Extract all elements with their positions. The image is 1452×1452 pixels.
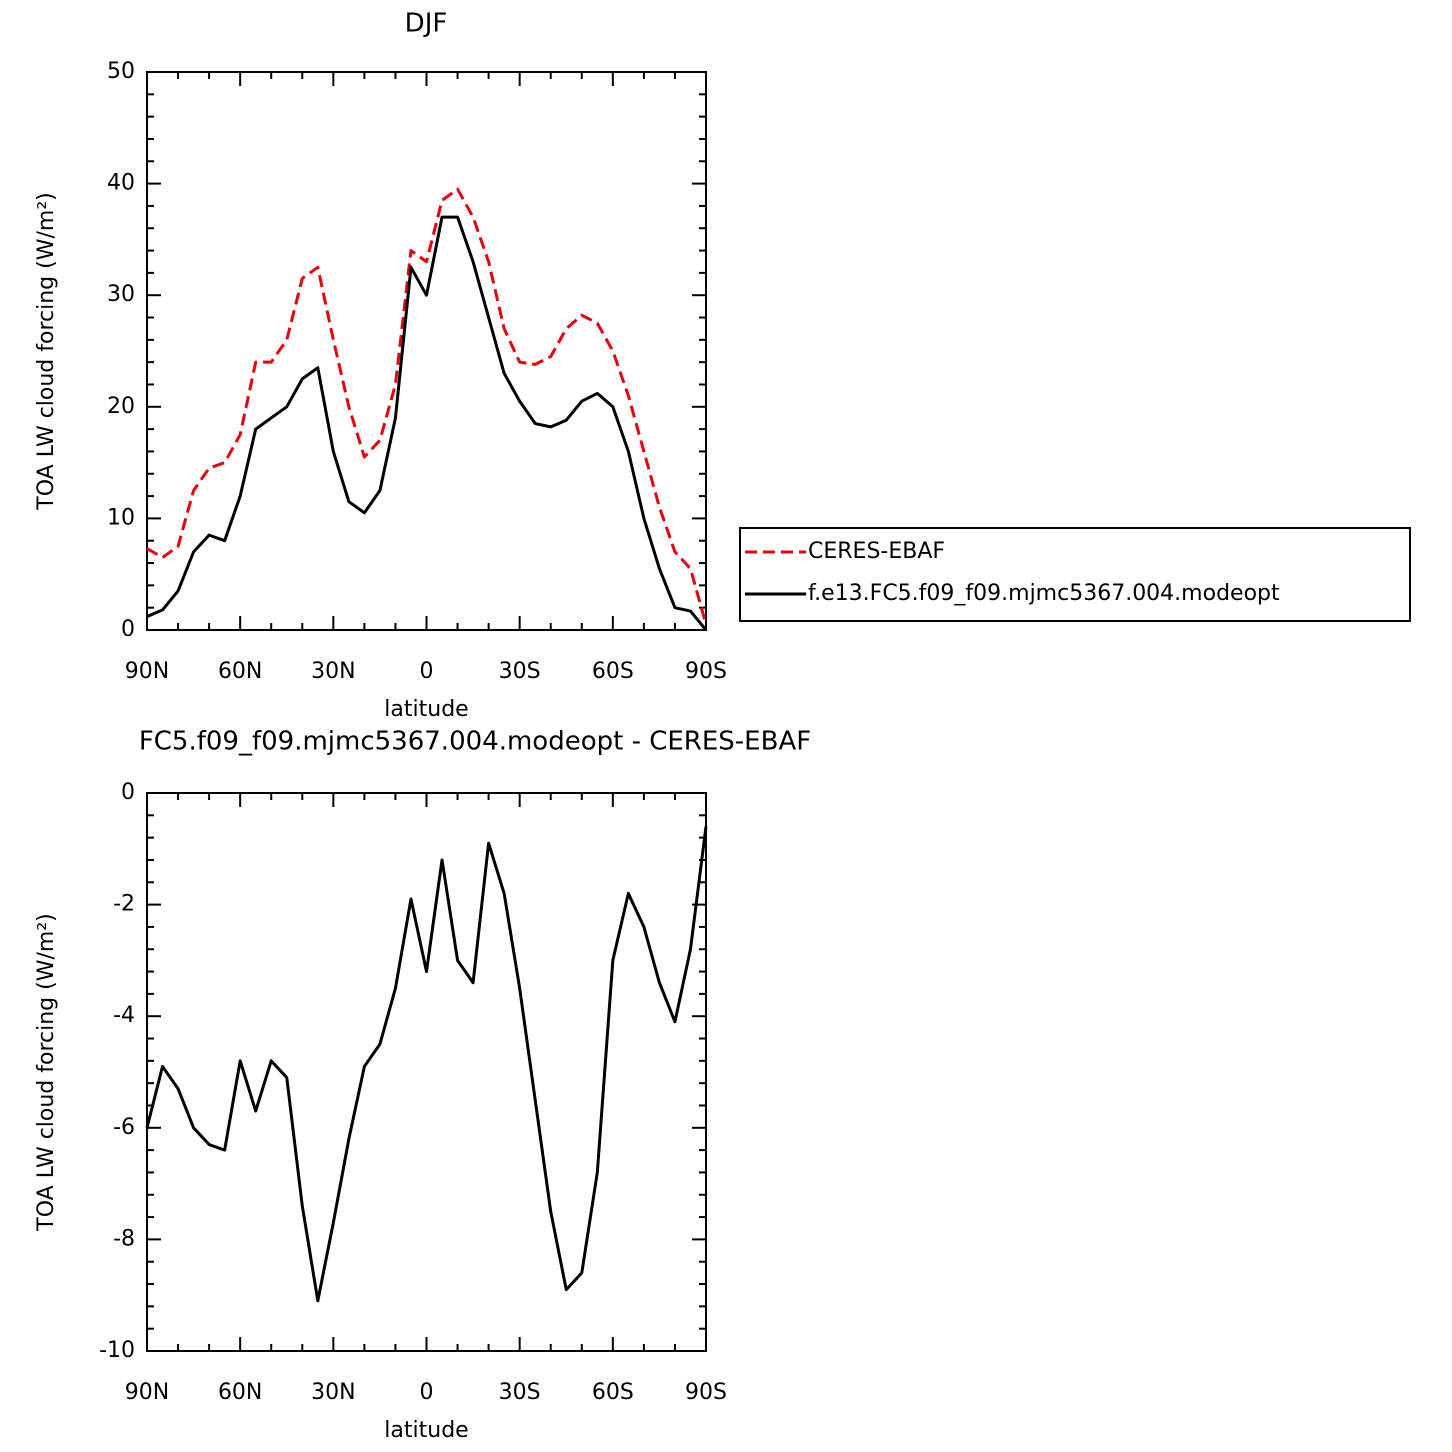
y-tick-label: 30 xyxy=(107,282,135,307)
x-tick-label: 90S xyxy=(685,1380,727,1405)
x-tick-label: 30S xyxy=(499,1380,541,1405)
y-axis-label: TOA LW cloud forcing (W/m²) xyxy=(34,192,59,510)
x-tick-label: 60S xyxy=(592,1380,634,1405)
legend-box xyxy=(739,527,1411,622)
y-tick-label: 0 xyxy=(121,780,135,805)
x-tick-label: 30N xyxy=(311,659,355,684)
plot-frame xyxy=(146,71,707,631)
y-tick-label: -8 xyxy=(113,1226,135,1251)
y-axis-label: TOA LW cloud forcing (W/m²) xyxy=(34,913,59,1231)
x-axis-label: latitude xyxy=(384,1418,468,1443)
x-tick-label: 60N xyxy=(218,659,262,684)
x-tick-label: 60S xyxy=(592,659,634,684)
x-tick-label: 90N xyxy=(125,1380,169,1405)
series-line xyxy=(146,187,708,625)
y-tick-label: 20 xyxy=(107,394,135,419)
y-tick-label: -6 xyxy=(113,1115,135,1140)
x-tick-label: 90S xyxy=(685,659,727,684)
x-tick-label: 60N xyxy=(218,1380,262,1405)
y-tick-label: -2 xyxy=(113,892,135,917)
series-line xyxy=(146,215,708,631)
x-tick-label: 0 xyxy=(420,659,434,684)
y-tick-label: -10 xyxy=(99,1338,135,1363)
plot-frame xyxy=(146,792,707,1352)
y-tick-label: 40 xyxy=(107,171,135,196)
x-tick-label: 0 xyxy=(420,1380,434,1405)
legend-label: f.e13.FC5.f09_f09.mjmc5367.004.modeopt xyxy=(808,581,1280,606)
y-tick-label: -4 xyxy=(113,1003,135,1028)
x-tick-label: 90N xyxy=(125,659,169,684)
chart-title: FC5.f09_f09.mjmc5367.004.modeopt - CERES… xyxy=(139,727,811,757)
x-tick-label: 30N xyxy=(311,1380,355,1405)
y-tick-label: 0 xyxy=(121,617,135,642)
x-tick-label: 30S xyxy=(499,659,541,684)
chart-title: DJF xyxy=(405,9,448,39)
x-axis-label: latitude xyxy=(384,697,468,722)
y-tick-label: 10 xyxy=(107,505,135,530)
series-line xyxy=(145,826,708,1303)
legend-label: CERES-EBAF xyxy=(808,539,945,564)
y-tick-label: 50 xyxy=(107,59,135,84)
